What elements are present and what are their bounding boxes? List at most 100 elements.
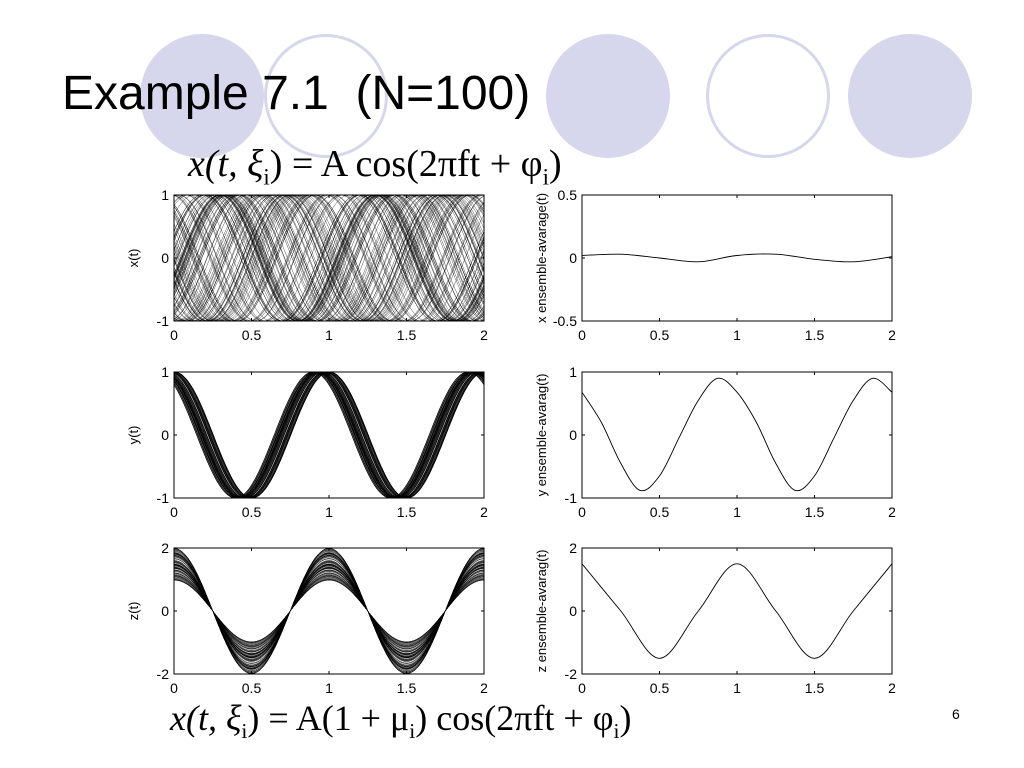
y-avg-xtick-label: 0 [578,504,586,520]
z-ensemble-realization [174,548,484,674]
x-ensemble-realization [174,195,484,321]
formula-bottom-lhs: x(t, ξ [170,698,242,738]
x-ensemble-ytick-label: 1 [161,187,169,203]
x-ensemble-realization [174,195,484,321]
x-avg-xtick-label: 1 [733,327,741,343]
x-ensemble-realization [174,195,484,321]
z-avg-series [582,563,892,659]
z-avg-line [582,563,892,659]
x-ensemble-realization [174,195,484,321]
formula-bottom-lhs-sub: i [241,719,248,744]
z-ensemble-realization [174,564,484,658]
z-ensemble-realization [174,568,484,654]
z-ensemble-realization [174,573,484,649]
formula-bottom-rhs: ) cos(2πft + φ [415,698,614,738]
y-ensemble-realization [174,372,484,498]
z-avg-xtick-label: 2 [888,680,896,696]
z-ensemble-realization [174,567,484,655]
y-avg-ylabel: y ensemble-avarag(t) [534,374,549,497]
z-ensemble-realization [174,563,484,659]
x-ensemble-realization [174,195,484,321]
x-ensemble-realization [174,195,484,321]
z-ensemble-realization [174,576,484,646]
x-ensemble-realization [174,195,484,321]
z-ensemble-realization [174,555,484,667]
x-ensemble-realization [174,195,484,321]
x-ensemble-realization [174,195,484,321]
y-avg-line [582,377,892,492]
y-avg-frame [581,371,893,499]
x-ensemble-xtick-label: 1.5 [397,327,417,343]
y-ensemble-realization [174,372,484,498]
z-avg-ytick-label: -2 [565,666,578,682]
x-ensemble-realization [174,195,484,321]
z-ensemble-realization [174,579,484,643]
x-ensemble-realization [174,195,484,321]
z-ensemble-realization [174,578,484,644]
z-ensemble-realization [174,562,484,660]
z-ensemble-realization [174,552,484,670]
y-ensemble-realization [174,372,484,498]
y-avg-xtick-label: 1.5 [805,504,825,520]
x-ensemble-realization [174,195,484,321]
z-ensemble-plot: 0 0.5 1 1.5 220-2z(t) [126,540,488,696]
z-ensemble-realization [174,570,484,652]
x-avg-frame [581,194,893,322]
z-ensemble-xtick-label: 0.5 [242,680,262,696]
y-ensemble-realization [174,372,484,498]
x-avg-plot: 0 0.5 1 1.5 20.50-0.5x ensemble-avarage(t) [534,187,896,343]
z-ensemble-realization [174,564,484,658]
formula-top-lhs-sub: i [263,164,270,190]
formula-bottom-mid: ) = A(1 + μ [247,698,410,738]
y-ensemble-realization [174,372,484,498]
y-ensemble-realization [174,372,484,498]
x-ensemble-realization [174,195,484,321]
z-ensemble-realization [174,575,484,647]
z-ensemble-realization [174,564,484,658]
x-ensemble-plot: 0 0.5 1 1.5 210-1x(t) [126,187,488,343]
x-ensemble-realization [174,195,484,321]
x-ensemble-realization [174,195,484,321]
z-ensemble-realization [174,579,484,643]
x-ensemble-realization [174,195,484,321]
z-ensemble-realization [174,553,484,669]
z-ensemble-realization [174,567,484,655]
y-ensemble-realization [174,372,484,498]
decor-circle-1 [140,34,264,158]
y-ensemble-realization [174,372,484,498]
y-ensemble-realization [174,372,484,498]
z-ensemble-realization [174,567,484,655]
x-ensemble-realization [174,195,484,321]
formula-bottom-close: ) [619,698,632,738]
z-ensemble-realization [174,570,484,652]
slide-title: Example 7.1 (N=100) [62,67,531,120]
z-ensemble-realization [174,564,484,658]
y-avg-plot: 0 0.5 1 1.5 210-1y ensemble-avarag(t) [534,364,896,520]
z-ensemble-realization [174,579,484,643]
z-ensemble-realization [174,570,484,652]
x-ensemble-realization [174,195,484,321]
y-ensemble-realization [174,372,484,498]
y-ensemble-realization [174,372,484,498]
x-ensemble-realization [174,195,484,321]
x-ensemble-series [174,195,484,321]
z-ensemble-realization [174,555,484,667]
z-ensemble-realization [174,576,484,646]
y-avg-ytick-label: 0 [569,427,577,443]
z-ensemble-realization [174,569,484,653]
z-ensemble-ylabel: z(t) [126,602,141,621]
y-avg-ytick-label: 1 [569,364,577,380]
x-ensemble-realization [174,195,484,321]
x-ensemble-realization [174,195,484,321]
z-ensemble-realization [174,561,484,661]
z-ensemble-realization [174,572,484,650]
formula-top-lhs: x(t, ξ [188,143,264,185]
z-ensemble-realization [174,553,484,669]
y-ensemble-realization [174,372,484,498]
decor-circle-2 [546,34,670,158]
x-ensemble-realization [174,195,484,321]
y-ensemble-xtick-label: 1.5 [397,504,417,520]
z-ensemble-ytick-label: 2 [161,540,169,556]
x-ensemble-realization [174,195,484,321]
